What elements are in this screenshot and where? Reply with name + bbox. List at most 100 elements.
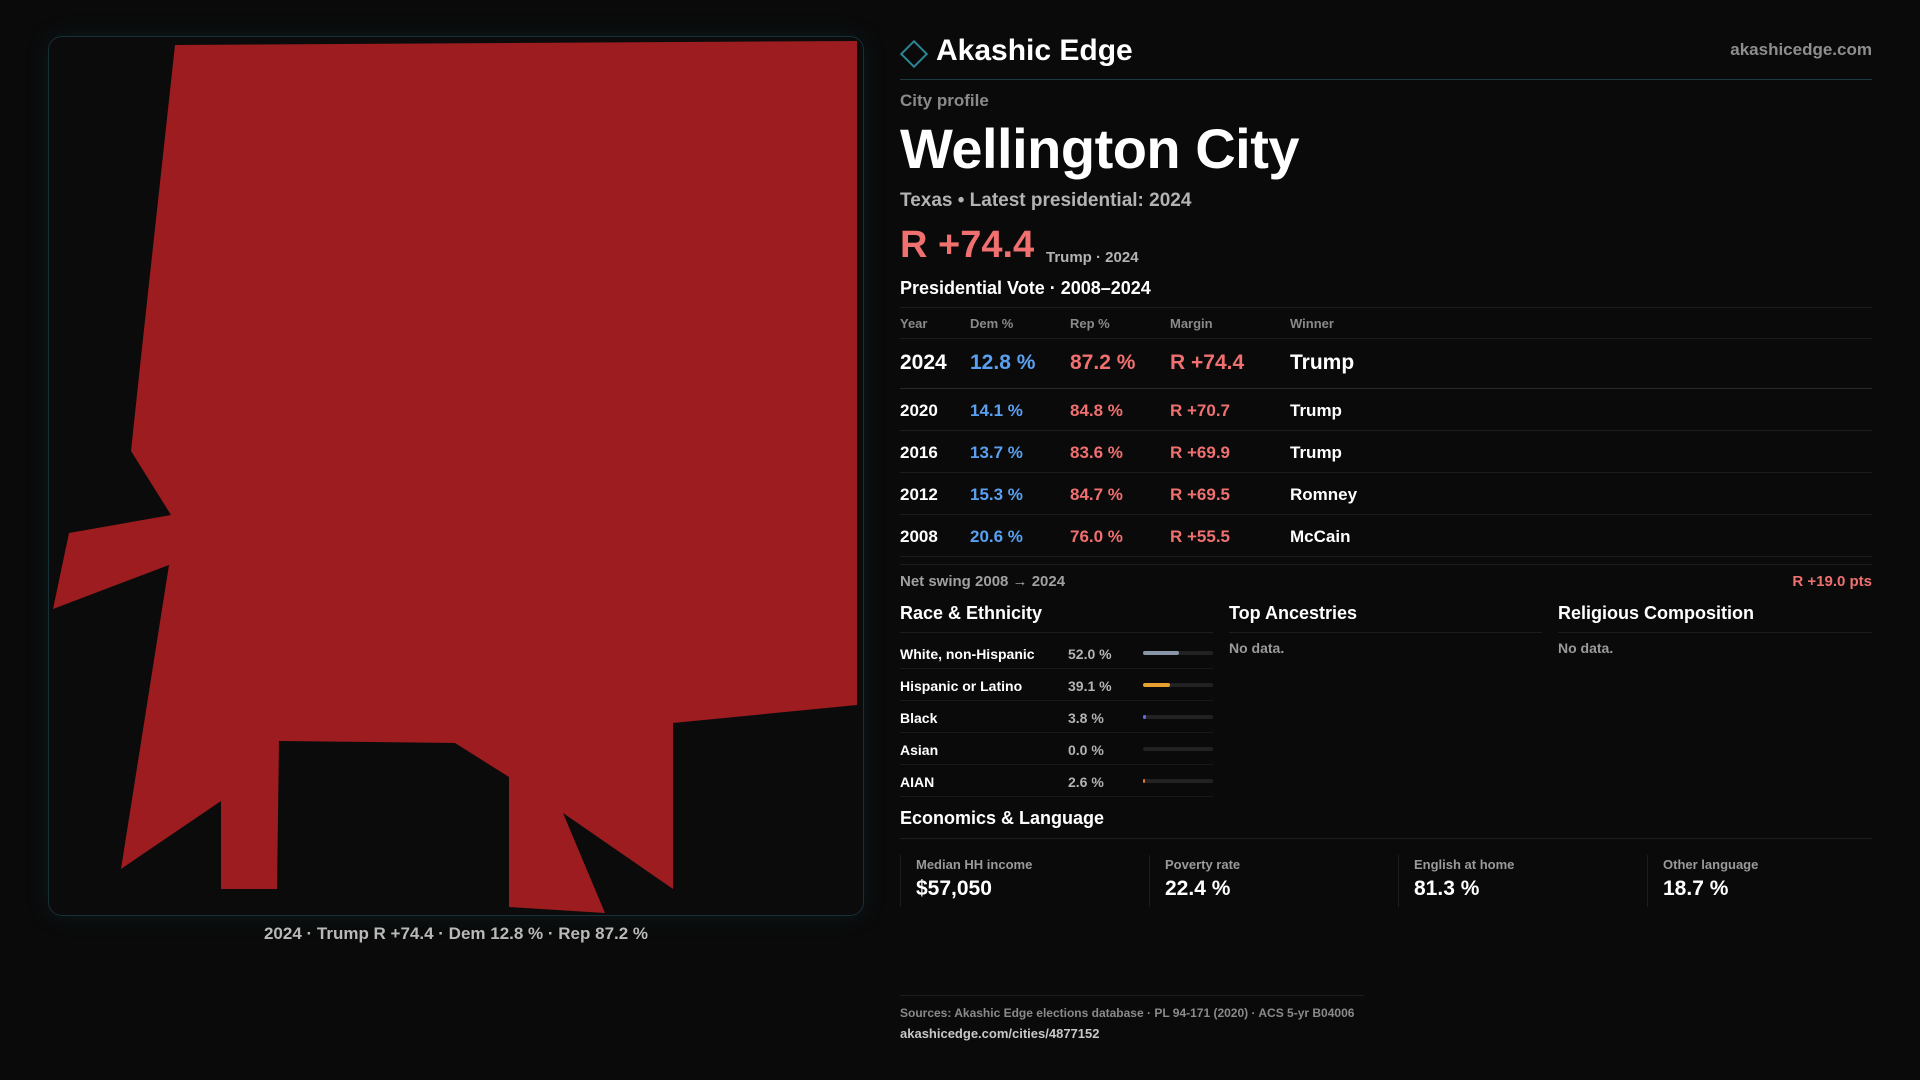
cell-margin: R +70.7 bbox=[1170, 401, 1231, 420]
brand-header: Akashic Edge akashicedge.com bbox=[899, 30, 1872, 80]
cell-dem: 13.7 % bbox=[970, 443, 1023, 462]
religion-empty: No data. bbox=[1558, 640, 1614, 656]
race-bar bbox=[1143, 747, 1213, 751]
stat-label: English at home bbox=[1414, 857, 1515, 872]
table-row: 2020 14.1 % 84.8 % R +70.7 Trump bbox=[900, 389, 1872, 431]
stat-value: 22.4 % bbox=[1165, 877, 1231, 900]
race-label: Hispanic or Latino bbox=[900, 678, 1023, 694]
cell-rep: 84.7 % bbox=[1070, 485, 1123, 504]
city-boundary-shape bbox=[53, 41, 857, 913]
ancestries-section-title: Top Ancestries bbox=[1229, 603, 1358, 623]
map-caption: 2024 · Trump R +74.4 · Dem 12.8 % · Rep … bbox=[263, 924, 649, 943]
cell-margin: R +55.5 bbox=[1170, 527, 1231, 546]
net-swing-label: Net swing 2008 → 2024 bbox=[900, 573, 1066, 590]
cell-year: 2008 bbox=[900, 527, 938, 546]
stat-card-other-language: Other language 18.7 % bbox=[1647, 855, 1887, 907]
race-list: White, non-Hispanic 52.0 % Hispanic or L… bbox=[900, 637, 1213, 797]
cell-rep: 76.0 % bbox=[1070, 527, 1123, 546]
city-boundary-map bbox=[53, 41, 857, 913]
sources-text: Sources: Akashic Edge elections database… bbox=[900, 1006, 1355, 1020]
eyebrow-label: City profile bbox=[900, 91, 989, 110]
net-swing-row: Net swing 2008 → 2024 R +19.0 pts bbox=[900, 564, 1872, 594]
race-label: Black bbox=[900, 710, 938, 726]
ancestries-empty: No data. bbox=[1229, 640, 1285, 656]
cell-margin: R +69.5 bbox=[1170, 485, 1231, 504]
list-item: Black 3.8 % bbox=[900, 701, 1213, 733]
race-pct: 52.0 % bbox=[1068, 646, 1112, 662]
header-dem: Dem % bbox=[970, 316, 1014, 331]
stat-card-poverty: Poverty rate 22.4 % bbox=[1149, 855, 1389, 907]
header-margin: Margin bbox=[1170, 316, 1213, 331]
stat-value: 81.3 % bbox=[1414, 877, 1480, 900]
list-item: Asian 0.0 % bbox=[900, 733, 1213, 765]
religion-divider bbox=[1558, 632, 1872, 633]
net-swing-value: R +19.0 pts bbox=[1792, 573, 1872, 590]
city-permalink[interactable]: akashicedge.com/cities/4877152 bbox=[900, 1026, 1100, 1041]
stat-value: $57,050 bbox=[916, 877, 992, 900]
city-map bbox=[48, 36, 864, 916]
race-bar bbox=[1143, 779, 1213, 783]
stat-label: Poverty rate bbox=[1165, 857, 1241, 872]
list-item: Hispanic or Latino 39.1 % bbox=[900, 669, 1213, 701]
race-bar bbox=[1143, 683, 1213, 687]
cell-year: 2020 bbox=[900, 401, 938, 420]
cell-rep: 87.2 % bbox=[1070, 351, 1136, 374]
cell-winner: Trump bbox=[1290, 401, 1342, 420]
table-row: 2012 15.3 % 84.7 % R +69.5 Romney bbox=[900, 473, 1872, 515]
page-subtitle: Texas • Latest presidential: 2024 bbox=[900, 190, 1192, 211]
cell-dem: 15.3 % bbox=[970, 485, 1023, 504]
table-row: 2024 12.8 % 87.2 % R +74.4 Trump bbox=[900, 339, 1872, 389]
race-pct: 0.0 % bbox=[1068, 742, 1104, 758]
cell-year: 2024 bbox=[900, 351, 947, 374]
cell-dem: 12.8 % bbox=[970, 351, 1036, 374]
sources-footer: Sources: Akashic Edge elections database… bbox=[900, 995, 1364, 1041]
presidential-vote-table: Year Dem % Rep % Margin Winner 2024 12.8… bbox=[900, 307, 1872, 557]
cell-year: 2012 bbox=[900, 485, 938, 504]
table-row: 2016 13.7 % 83.6 % R +69.9 Trump bbox=[900, 431, 1872, 473]
table-row: 2008 20.6 % 76.0 % R +55.5 McCain bbox=[900, 515, 1872, 557]
cell-winner: McCain bbox=[1290, 527, 1351, 546]
race-bar bbox=[1143, 651, 1213, 655]
stat-label: Other language bbox=[1663, 857, 1759, 872]
cell-rep: 84.8 % bbox=[1070, 401, 1123, 420]
race-bar-fill bbox=[1143, 683, 1171, 687]
cell-year: 2016 bbox=[900, 443, 938, 462]
cell-rep: 83.6 % bbox=[1070, 443, 1123, 462]
cell-winner: Romney bbox=[1290, 485, 1358, 504]
economics-cards: Median HH income $57,050 Poverty rate 22… bbox=[900, 838, 1872, 908]
race-label: White, non-Hispanic bbox=[900, 646, 1035, 662]
stat-card-english: English at home 81.3 % bbox=[1398, 855, 1638, 907]
brand-site-link[interactable]: akashicedge.com bbox=[1730, 40, 1872, 59]
race-label: AIAN bbox=[900, 774, 935, 790]
race-divider bbox=[900, 632, 1213, 633]
cell-margin: R +74.4 bbox=[1170, 351, 1245, 374]
stat-label: Median HH income bbox=[916, 857, 1033, 872]
latest-margin-note: Trump · 2024 bbox=[1046, 249, 1139, 266]
race-section-title: Race & Ethnicity bbox=[900, 603, 1043, 623]
table-header-row: Year Dem % Rep % Margin Winner bbox=[900, 307, 1872, 339]
race-bar-fill bbox=[1143, 715, 1146, 719]
race-pct: 3.8 % bbox=[1068, 710, 1104, 726]
cell-dem: 14.1 % bbox=[970, 401, 1023, 420]
religion-section-title: Religious Composition bbox=[1558, 603, 1754, 623]
page-title: Wellington City bbox=[900, 117, 1300, 180]
race-pct: 39.1 % bbox=[1068, 678, 1112, 694]
cell-margin: R +69.9 bbox=[1170, 443, 1231, 462]
diamond-outline-icon bbox=[899, 39, 929, 69]
header-year: Year bbox=[900, 316, 928, 331]
brand-name: Akashic Edge bbox=[936, 34, 1133, 67]
race-pct: 2.6 % bbox=[1068, 774, 1104, 790]
list-item: AIAN 2.6 % bbox=[900, 765, 1213, 797]
race-bar-fill bbox=[1143, 779, 1145, 783]
header-winner: Winner bbox=[1290, 316, 1334, 331]
race-label: Asian bbox=[900, 742, 939, 758]
profile-panel: Akashic Edge akashicedge.com City profil… bbox=[899, 0, 1872, 1080]
cell-winner: Trump bbox=[1290, 443, 1342, 462]
header-rep: Rep % bbox=[1070, 316, 1110, 331]
latest-margin: R +74.4 bbox=[900, 224, 1035, 266]
cell-winner: Trump bbox=[1290, 351, 1355, 374]
stat-card-income: Median HH income $57,050 bbox=[900, 855, 1140, 907]
stat-value: 18.7 % bbox=[1663, 877, 1729, 900]
vote-table-heading: Presidential Vote · 2008–2024 bbox=[900, 278, 1151, 298]
list-item: White, non-Hispanic 52.0 % bbox=[900, 637, 1213, 669]
